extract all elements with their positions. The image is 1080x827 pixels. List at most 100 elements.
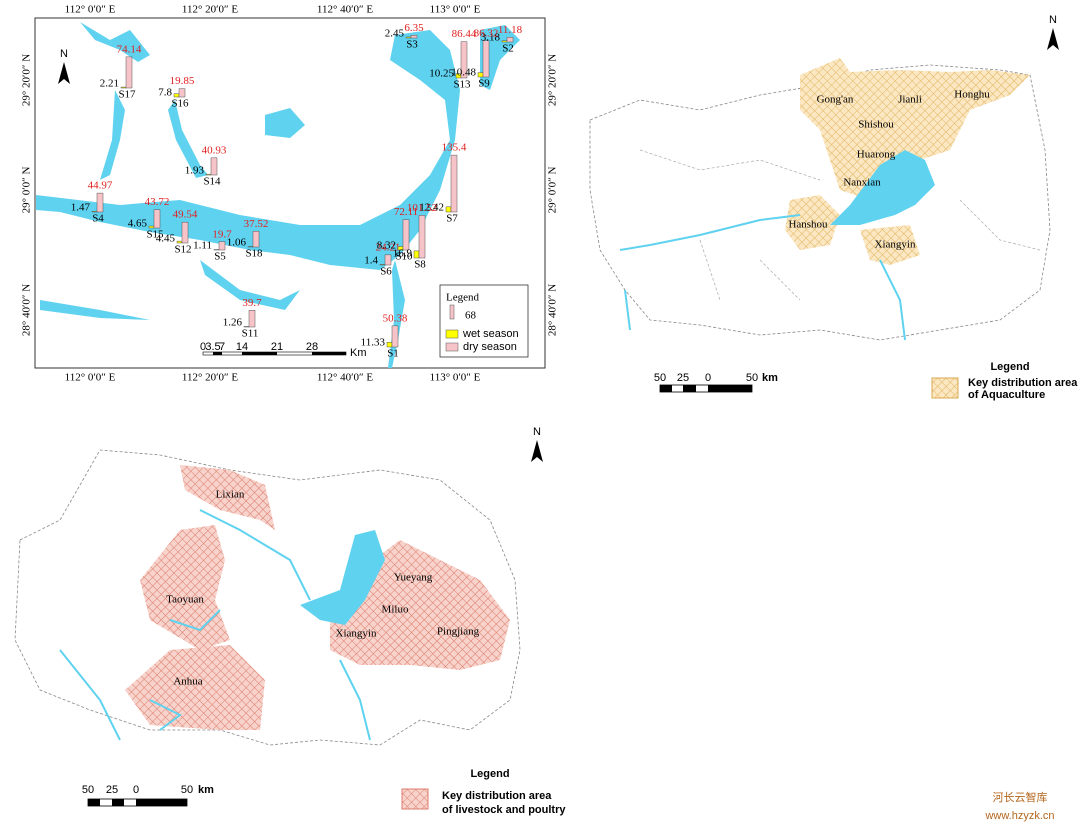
north-label: N: [533, 426, 541, 438]
wet-value: 2.45: [385, 28, 405, 40]
dry-bar: [460, 41, 468, 79]
dry-bar: [391, 325, 399, 348]
dry-value: 86.32: [474, 27, 499, 39]
north-arrow: [1047, 28, 1059, 50]
place-label: Anhua: [173, 676, 202, 688]
lat-label: 28° 40′0″ N: [547, 284, 559, 336]
station-name: S9: [478, 78, 490, 90]
place-label: Lixian: [216, 489, 245, 501]
north-arrow: [531, 440, 543, 462]
place-label: Huarong: [857, 149, 896, 161]
station-name: S3: [406, 39, 418, 51]
station-name: S6: [380, 266, 392, 278]
scalebar-segment: [242, 352, 277, 355]
wet-value: 10.48: [451, 67, 476, 79]
scalebar-label: 28: [306, 341, 318, 353]
water: [265, 108, 305, 138]
dry-bar: [418, 215, 426, 259]
wet-value: 1.4: [364, 255, 378, 267]
dry-bar: [384, 254, 392, 266]
dry-bar: [218, 241, 226, 251]
wet-bar: [386, 341, 393, 348]
legend-swatch: [931, 377, 959, 399]
scalebar-label: 14: [236, 341, 248, 353]
place-label: Xiangyin: [875, 239, 916, 251]
north-label: N: [1049, 14, 1057, 26]
water: [40, 300, 150, 320]
dry-value: 44.97: [88, 180, 113, 192]
place-label: Xiangyin: [336, 628, 377, 640]
legend-title: Legend: [446, 292, 479, 304]
water: [168, 100, 208, 178]
station-name: S16: [171, 98, 189, 110]
place-label: Nanxian: [843, 177, 881, 189]
wet-value: 8.32: [377, 240, 396, 252]
wet-value: 1.06: [227, 237, 247, 249]
scalebar-label: 50: [746, 372, 758, 384]
livestock-area: [180, 465, 275, 530]
dry-value: 86.44: [452, 28, 477, 40]
legend-wet: [445, 329, 459, 339]
scalebar-label: 0: [133, 784, 139, 796]
scalebar-label: 3.5: [205, 341, 220, 353]
station-name: S12: [174, 244, 191, 256]
dry-value: 43.72: [145, 196, 170, 208]
river: [59, 509, 371, 741]
dry-value: 6.35: [404, 22, 424, 34]
dry-value: 50.38: [383, 312, 408, 324]
legend-title: Legend: [990, 361, 1029, 373]
legend-item: Key distribution area: [442, 790, 552, 802]
wet-value: 1.26: [223, 317, 243, 329]
lon-label: 112° 40′0″ E: [317, 372, 373, 384]
legend-item: of livestock and poultry: [442, 804, 566, 816]
station-name: S17: [118, 89, 136, 101]
lon-label: 112° 20′0″ E: [182, 4, 238, 16]
water: [830, 150, 935, 225]
dry-value: 19.7: [212, 228, 232, 240]
dry-value: 37.52: [244, 218, 269, 230]
place-label: Jianli: [898, 94, 922, 106]
scalebar-label: 50: [82, 784, 94, 796]
place-label: Pingjiang: [437, 626, 480, 638]
dry-bar: [450, 154, 458, 213]
station-name: S7: [446, 213, 458, 225]
scalebar-label: 21: [271, 341, 283, 353]
scalebar-segment: [312, 352, 346, 355]
watermark-url: www.hzyzk.cn: [984, 810, 1054, 822]
wet-value: 1.11: [193, 240, 212, 252]
scalebar-segment: [112, 799, 124, 806]
dry-value: 39.7: [242, 297, 262, 309]
water: [36, 30, 460, 270]
dry-bar: [153, 209, 161, 229]
scalebar-unit: Km: [350, 347, 367, 359]
scalebar-segment: [88, 799, 100, 806]
lon-label: 112° 20′0″ E: [182, 372, 238, 384]
boundary: [639, 149, 1041, 301]
wet-value: 16.9: [393, 248, 413, 260]
legend-dry: [445, 342, 459, 352]
wet-value: 10.25: [429, 68, 454, 80]
station-name: S5: [214, 251, 226, 263]
wet-value: 2.21: [100, 78, 119, 90]
wet-bar: [413, 250, 420, 259]
map2-regions: [589, 58, 1051, 341]
legend-dry-label: dry season: [463, 341, 517, 353]
wet-bar: [477, 72, 484, 78]
dry-value: 74.14: [117, 43, 142, 55]
dry-value: 40.93: [202, 144, 227, 156]
wet-bar: [173, 93, 180, 98]
scalebar-label: 50: [181, 784, 193, 796]
lat-label: 29° 0′0″ N: [21, 167, 33, 214]
scalebar-segment: [136, 799, 187, 806]
scalebar-label: 25: [677, 372, 689, 384]
legend-bar: [449, 304, 455, 320]
dry-value: 11.18: [498, 24, 523, 36]
wet-value: 4.45: [156, 233, 176, 245]
place-label: Taoyuan: [166, 594, 204, 606]
livestock-area: [140, 525, 230, 650]
place-label: Yueyang: [394, 572, 433, 584]
station-name: S1: [387, 348, 399, 360]
livestock-area: [125, 645, 265, 730]
wet-value: 11.33: [361, 337, 386, 349]
